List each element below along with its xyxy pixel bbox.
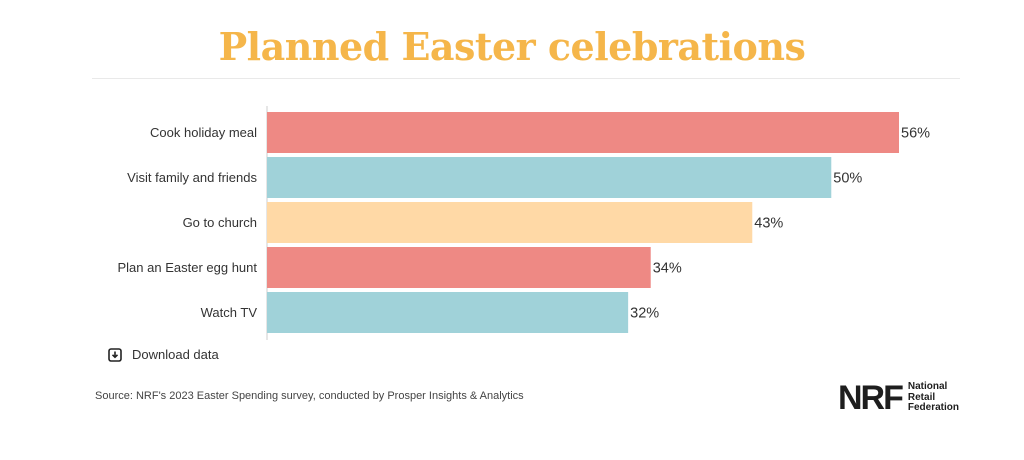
logo-wordmark: National Retail Federation xyxy=(907,381,960,414)
logo-line-3: Federation xyxy=(907,402,960,413)
bar-plan-an-easter-egg-hunt xyxy=(267,247,651,288)
title-divider xyxy=(92,78,960,79)
source-note: Source: NRF's 2023 Easter Spending surve… xyxy=(95,390,524,402)
value-label-plan-an-easter-egg-hunt: 34% xyxy=(653,261,682,277)
bar-cook-holiday-meal xyxy=(267,112,899,153)
download-icon xyxy=(108,347,122,362)
category-label-watch-tv: Watch TV xyxy=(201,305,258,320)
value-label-visit-family-and-friends: 50% xyxy=(833,171,862,187)
nrf-logo: NRF National Retail Federation xyxy=(838,378,960,417)
download-data-label: Download data xyxy=(132,347,219,362)
logo-line-1: National xyxy=(907,381,948,392)
category-label-cook-holiday-meal: Cook holiday meal xyxy=(150,125,257,140)
category-label-go-to-church: Go to church xyxy=(183,215,257,230)
value-label-watch-tv: 32% xyxy=(630,306,659,322)
bar-visit-family-and-friends xyxy=(267,157,832,198)
category-label-plan-an-easter-egg-hunt: Plan an Easter egg hunt xyxy=(118,260,258,275)
chart-title: Planned Easter celebrations xyxy=(218,24,806,69)
value-label-go-to-church: 43% xyxy=(754,216,783,232)
value-label-cook-holiday-meal: 56% xyxy=(901,126,930,142)
bar-watch-tv xyxy=(267,292,629,333)
logo-mark: NRF xyxy=(838,378,904,417)
download-data-button[interactable]: Download data xyxy=(108,347,219,362)
bar-go-to-church xyxy=(267,202,753,243)
bar-chart: Cook holiday meal 56% Visit family and fri… xyxy=(118,106,930,340)
logo-line-2: Retail xyxy=(907,391,936,403)
category-label-visit-family-and-friends: Visit family and friends xyxy=(127,170,257,185)
